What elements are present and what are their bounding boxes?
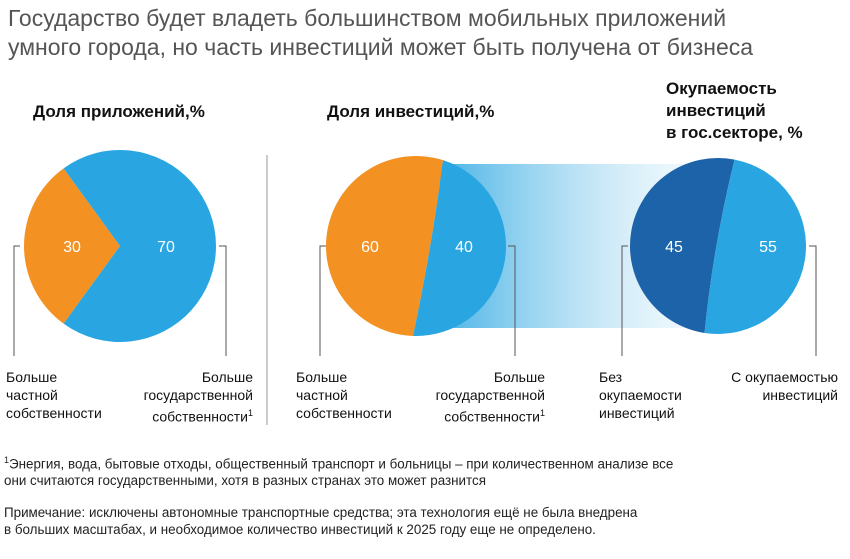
leader-line: [809, 245, 817, 356]
note: Примечание: исключены автономные транспо…: [4, 504, 637, 538]
footnote-text: Энергия, вода, бытовые отходы, обществен…: [9, 456, 674, 472]
leader-line: [219, 245, 227, 356]
leader-lines-group: [13, 245, 817, 356]
footnote-mark: 1: [4, 455, 10, 465]
caption-line: собственности: [296, 405, 392, 421]
caption-line: С окупаемостью: [731, 369, 838, 385]
leader-line: [508, 245, 516, 356]
pie2-private-caption: Больше частной собственности: [296, 368, 392, 422]
pie1-state-caption: Больше государственной собственности1: [100, 368, 253, 426]
footnote-marker: 1: [539, 408, 545, 418]
caption-line: частной: [296, 387, 348, 403]
footnote-marker: 1: [247, 408, 253, 418]
pie2-state-caption: Больше государственной собственности1: [392, 368, 545, 426]
caption-line: Без: [599, 369, 623, 385]
caption-line: собственности1: [392, 404, 545, 426]
caption-text: собственности: [444, 408, 540, 425]
leader-line: [13, 245, 20, 356]
pie-slice-private: [326, 156, 444, 336]
payback-heading-line-3: в гос.секторе, %: [666, 123, 803, 142]
pie-slice-private: [23, 168, 121, 324]
footnote-line-2: они считаются государственными, хотя в р…: [4, 473, 486, 489]
pie-slice-payback: [704, 159, 806, 334]
chart-title: Государство будет владеть большинством м…: [8, 4, 848, 62]
pie1-private-caption: Больше частной собственности: [6, 368, 102, 422]
pie-label-no-payback: 45: [665, 239, 683, 256]
caption-line: государственной: [143, 387, 253, 403]
caption-line: Больше: [296, 369, 348, 385]
pie3-nopayback-caption: Без окупаемости инвестиций: [599, 368, 682, 422]
apps-pie: 30 70: [23, 150, 216, 342]
payback-heading: Окупаемость инвестиций в гос.секторе, %: [666, 78, 803, 144]
caption-line: Больше: [493, 369, 545, 385]
invest-heading: Доля инвестиций,%: [327, 102, 495, 121]
caption-line: государственной: [435, 387, 545, 403]
invest-pie: 60 40: [326, 156, 507, 336]
caption-line: окупаемости: [599, 387, 682, 403]
pie-label-private: 30: [63, 239, 81, 256]
caption-line: Больше: [201, 369, 253, 385]
pie-label-state: 70: [157, 239, 175, 256]
leader-line: [319, 245, 326, 356]
note-line-2: в больших масштабах, и необходимое колич…: [4, 522, 596, 537]
payback-heading-line-1: Окупаемость: [666, 79, 777, 98]
apps-heading: Доля приложений,%: [33, 102, 205, 121]
pie-slice-state: [63, 150, 216, 342]
pie-label-private: 60: [361, 239, 379, 256]
caption-line: Больше: [6, 369, 58, 385]
caption-line: собственности1: [100, 404, 253, 426]
leader-line: [621, 245, 628, 356]
pies-group: 30 70 60 40 45 55: [23, 150, 806, 342]
title-line-2: умного города, но часть инвестиций может…: [8, 34, 754, 60]
footnote: 1Энергия, вода, бытовые отходы, обществе…: [4, 452, 673, 489]
payback-heading-line-2: инвестиций: [666, 101, 766, 120]
caption-line: собственности: [6, 405, 102, 421]
pie3-payback-caption: С окупаемостью инвестиций: [690, 368, 838, 404]
pie-slice-no-payback: [629, 157, 735, 333]
pie-slice-state: [413, 160, 507, 336]
pie-label-state: 40: [455, 239, 473, 256]
note-line-1: Примечание: исключены автономные транспо…: [4, 505, 638, 520]
caption-text: собственности: [152, 408, 248, 425]
caption-line: частной: [6, 387, 58, 403]
title-line-1: Государство будет владеть большинством м…: [8, 5, 727, 31]
footnote-line-1: 1Энергия, вода, бытовые отходы, обществе…: [4, 452, 673, 472]
pie-label-payback: 55: [759, 239, 777, 256]
caption-line: инвестиций: [599, 405, 675, 421]
payback-pie: 45 55: [629, 157, 806, 334]
caption-line: инвестиций: [762, 387, 838, 403]
